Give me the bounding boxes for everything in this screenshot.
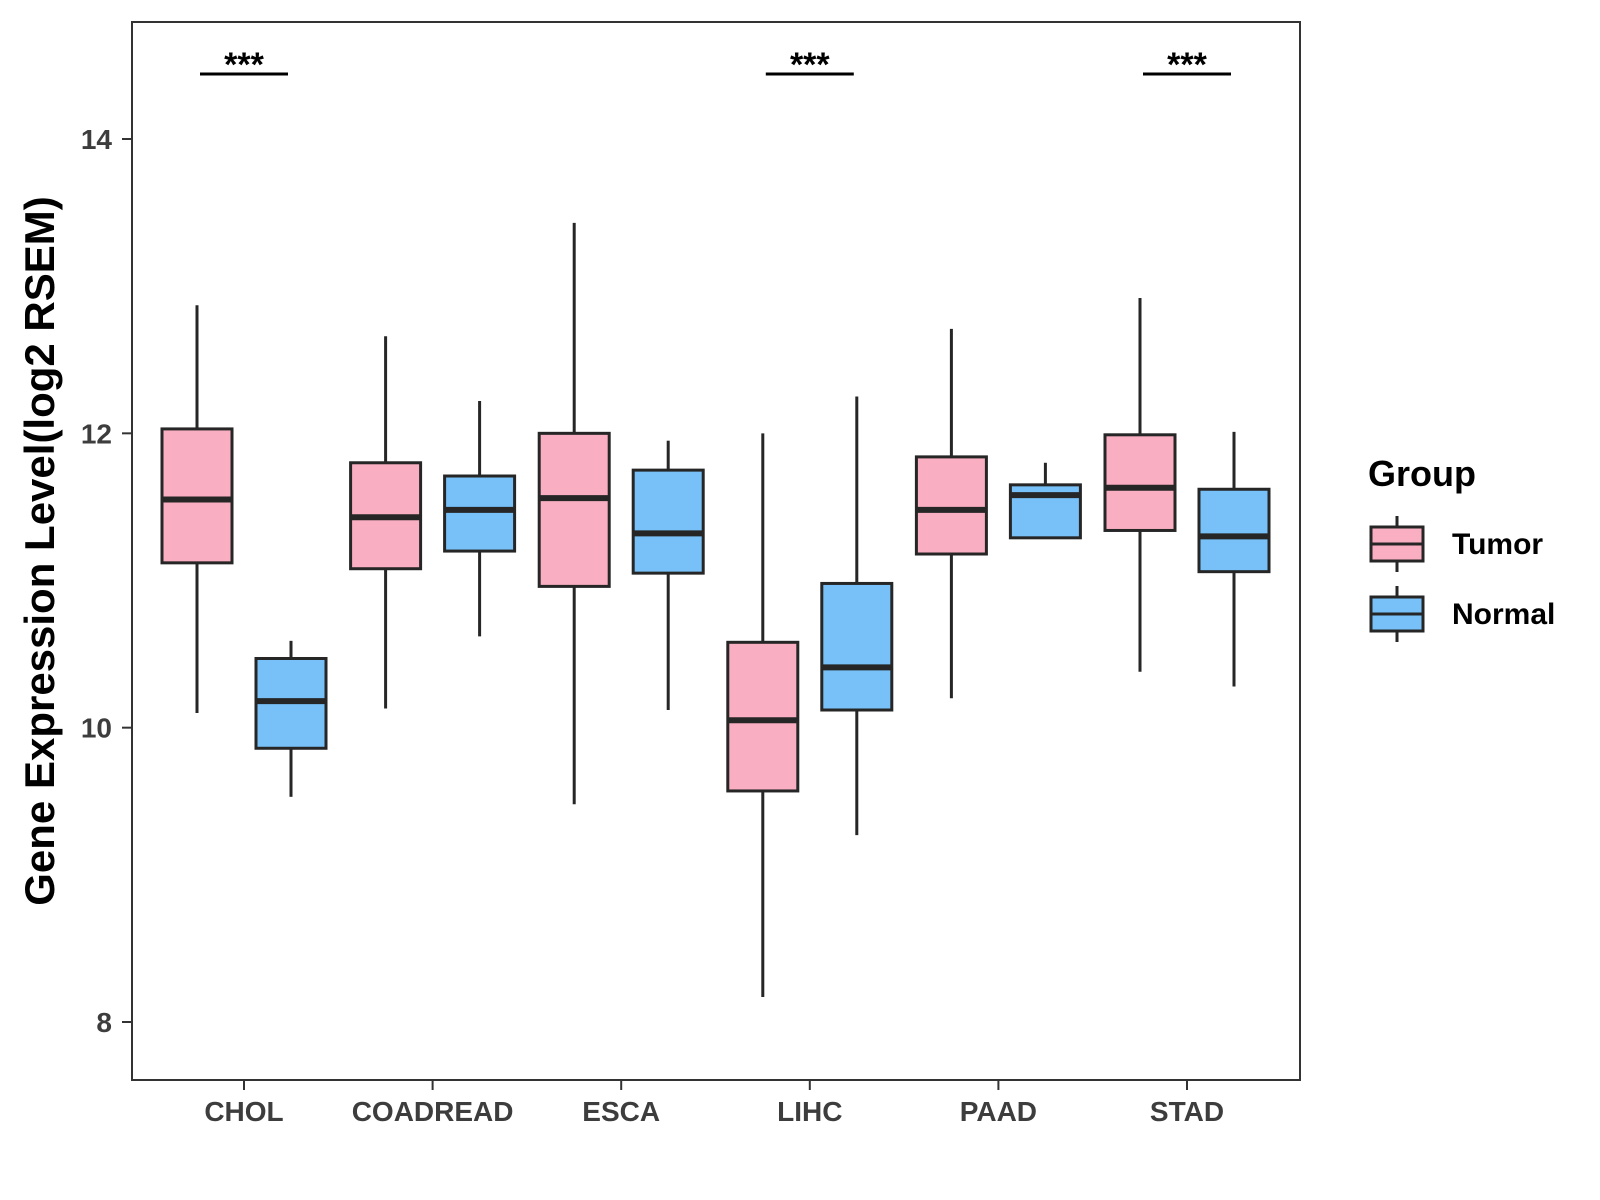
box-stad-normal <box>1199 489 1269 571</box>
box-lihc-tumor <box>728 642 798 791</box>
legend: Group Tumor Normal <box>1368 453 1555 642</box>
y-tick-label-14: 14 <box>81 124 113 155</box>
box-paad-tumor <box>916 457 986 554</box>
legend-label-tumor: Tumor <box>1452 528 1543 561</box>
x-tick-label-esca: ESCA <box>582 1096 660 1127</box>
box-esca-tumor <box>539 433 609 586</box>
y-axis-title: Gene Expression Level(log2 RSEM) <box>16 196 63 906</box>
plot-panel <box>132 22 1300 1080</box>
y-tick-label-10: 10 <box>81 713 112 744</box>
box-lihc-normal <box>822 583 892 710</box>
box-esca-normal <box>633 470 703 573</box>
x-tick-label-chol: CHOL <box>204 1096 283 1127</box>
box-stad-tumor <box>1105 435 1175 531</box>
x-tick-label-stad: STAD <box>1150 1096 1224 1127</box>
box-chol-tumor <box>162 429 232 563</box>
y-tick-label-12: 12 <box>81 418 112 449</box>
legend-label-normal: Normal <box>1452 598 1555 631</box>
x-tick-label-coadread: COADREAD <box>352 1096 514 1127</box>
x-tick-label-paad: PAAD <box>960 1096 1037 1127</box>
significance-label-stad: *** <box>1167 46 1207 84</box>
significance-label-chol: *** <box>224 46 264 84</box>
significance-label-lihc: *** <box>790 46 830 84</box>
boxplot-chart: *** *** *** 8 10 12 14 CHOL COADREAD ESCA LIHC PAA… <box>0 0 1600 1200</box>
legend-title: Group <box>1368 453 1476 494</box>
box-coadread-normal <box>445 476 515 551</box>
x-tick-label-lihc: LIHC <box>777 1096 842 1127</box>
y-tick-label-8: 8 <box>96 1007 112 1038</box>
